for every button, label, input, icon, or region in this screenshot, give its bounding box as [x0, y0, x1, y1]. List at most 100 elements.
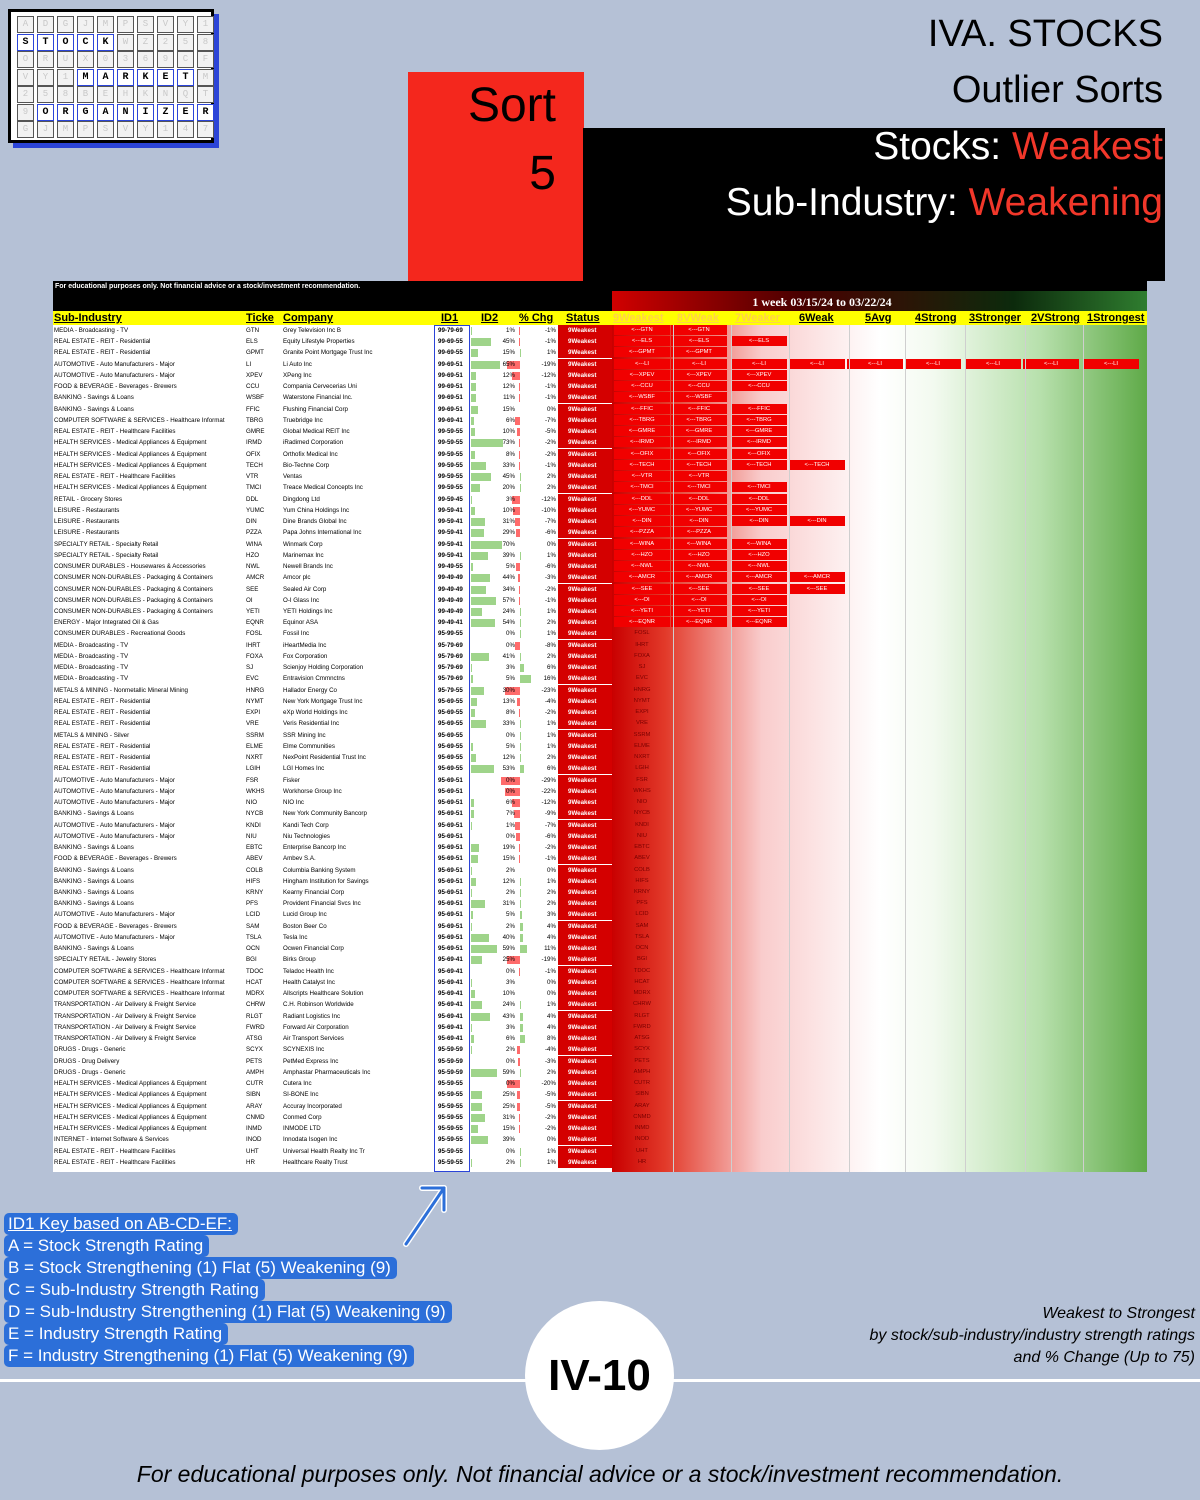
table-row[interactable]: BANKING - Savings & Loans COLB Columbia Ba… — [53, 864, 1147, 876]
table-row[interactable]: AUTOMOTIVE - Auto Manufacturers - Major L… — [53, 909, 1147, 921]
table-row[interactable]: BANKING - Savings & Loans PFS Provident Fi… — [53, 898, 1147, 910]
table-row[interactable]: LEISURE - Restaurants DIN Dine Brands Glob… — [53, 516, 1147, 528]
column-header[interactable]: Status — [566, 312, 600, 324]
column-header[interactable]: 6Weak — [799, 312, 834, 324]
table-row[interactable]: BANKING - Savings & Loans OCN Ocwen Financ… — [53, 943, 1147, 955]
column-header[interactable]: 9Weakest — [613, 312, 664, 324]
table-row[interactable]: AUTOMOTIVE - Auto Manufacturers - Major N… — [53, 797, 1147, 809]
table-row[interactable]: REAL ESTATE - REIT - Residential ELME Elme… — [53, 740, 1147, 752]
table-row[interactable]: AUTOMOTIVE - Auto Manufacturers - Major N… — [53, 830, 1147, 842]
table-row[interactable]: COMPUTER SOFTWARE & SERVICES - Healthcar… — [53, 965, 1147, 977]
table-row[interactable]: AUTOMOTIVE - Auto Manufacturers - Major K… — [53, 819, 1147, 831]
table-row[interactable]: REAL ESTATE - REIT - Residential NXRT NexP… — [53, 752, 1147, 764]
column-header[interactable]: 2VStrong — [1031, 312, 1080, 324]
table-row[interactable]: BANKING - Savings & Loans FFIC Flushing Fi… — [53, 403, 1147, 415]
table-row[interactable]: TRANSPORTATION - Air Delivery & Freight … — [53, 999, 1147, 1011]
table-row[interactable]: BANKING - Savings & Loans WSBF Waterstone … — [53, 392, 1147, 404]
column-header[interactable]: ID2 — [481, 312, 499, 324]
table-row[interactable]: MEDIA - Broadcasting - TV FOXA Fox Corpora… — [53, 650, 1147, 662]
table-row[interactable]: ENERGY - Major Integrated Oil & Gas EQNR E… — [53, 617, 1147, 629]
column-header[interactable]: % Chg — [519, 312, 554, 324]
strength-arrow: <---FFIC — [731, 403, 787, 414]
table-row[interactable]: CONSUMER NON-DURABLES - Packaging & Cont… — [53, 606, 1147, 617]
table-row[interactable]: MEDIA - Broadcasting - TV GTN Grey Televis… — [53, 325, 1147, 336]
table-row[interactable]: HEALTH SERVICES - Medical Appliances & E… — [53, 1100, 1147, 1112]
column-header[interactable]: Sub-Industry — [54, 312, 122, 324]
table-row[interactable]: LEISURE - Restaurants PZZA Papa Johns Inte… — [53, 527, 1147, 539]
table-row[interactable]: RETAIL - Grocery Stores DDL Dingdong Ltd 99… — [53, 493, 1147, 505]
table-row[interactable]: DRUGS - Drug Delivery PETS PetMed Express … — [53, 1055, 1147, 1067]
table-row[interactable]: REAL ESTATE - REIT - Residential EXPI eXp … — [53, 707, 1147, 719]
table-row[interactable]: TRANSPORTATION - Air Delivery & Freight … — [53, 1021, 1147, 1033]
pct-change-cell: 1% — [547, 630, 556, 638]
table-row[interactable]: BANKING - Savings & Loans NYCB New York Co… — [53, 808, 1147, 820]
table-row[interactable]: AUTOMOTIVE - Auto Manufacturers - Major W… — [53, 785, 1147, 797]
table-row[interactable]: DRUGS - Drugs - Generic AMPH Amphastar Pha… — [53, 1066, 1147, 1078]
table-row[interactable]: BANKING - Savings & Loans HIFS Hingham Ins… — [53, 875, 1147, 887]
column-header[interactable]: 1Strongest — [1087, 312, 1145, 324]
table-row[interactable]: AUTOMOTIVE - Auto Manufacturers - Major L… — [53, 358, 1147, 370]
table-row[interactable]: AUTOMOTIVE - Auto Manufacturers - Major T… — [53, 931, 1147, 943]
table-row[interactable]: METALS & MINING - Silver SSRM SSR Mining I… — [53, 729, 1147, 741]
table-row[interactable]: HEALTH SERVICES - Medical Appliances & E… — [53, 1078, 1147, 1090]
table-row[interactable]: HEALTH SERVICES - Medical Appliances & E… — [53, 448, 1147, 460]
table-row[interactable]: REAL ESTATE - REIT - Healthcare Faciliti… — [53, 1156, 1147, 1168]
table-row[interactable]: CONSUMER NON-DURABLES - Packaging & Cont… — [53, 594, 1147, 606]
column-header[interactable]: 8VWeak — [677, 312, 719, 324]
table-row[interactable]: REAL ESTATE - REIT - Residential LGIH LGI … — [53, 763, 1147, 775]
strength-arrow: <---YETI — [614, 606, 670, 616]
table-row[interactable]: INTERNET - Internet Software & Services I… — [53, 1134, 1147, 1146]
table-row[interactable]: REAL ESTATE - REIT - Residential VRE Veris… — [53, 718, 1147, 730]
status-cell: 9Weakest — [558, 887, 612, 898]
column-header[interactable]: Ticke — [246, 312, 274, 324]
table-row[interactable]: LEISURE - Restaurants YUMC Yum China Holdi… — [53, 504, 1147, 516]
table-row[interactable]: MEDIA - Broadcasting - TV IHRT iHeartMedia… — [53, 639, 1147, 651]
table-row[interactable]: SPECIALTY RETAIL - Specialty Retail WINA W… — [53, 538, 1147, 550]
table-row[interactable]: HEALTH SERVICES - Medical Appliances & E… — [53, 437, 1147, 449]
table-row[interactable]: SPECIALTY RETAIL - Jewelry Stores BGI Birk… — [53, 954, 1147, 966]
table-row[interactable]: CONSUMER NON-DURABLES - Packaging & Cont… — [53, 583, 1147, 595]
table-row[interactable]: COMPUTER SOFTWARE & SERVICES - Healthcar… — [53, 988, 1147, 1000]
pct-change-cell: -9% — [544, 810, 556, 818]
id2-cell: 0% — [506, 641, 515, 649]
table-row[interactable]: BANKING - Savings & Loans KRNY Kearny Fina… — [53, 887, 1147, 898]
status-cell: 9Weakest — [558, 774, 612, 786]
table-row[interactable]: SPECIALTY RETAIL - Specialty Retail HZO Ma… — [53, 549, 1147, 561]
table-row[interactable]: FOOD & BEVERAGE - Beverages - Brewers SAM… — [53, 920, 1147, 932]
table-row[interactable]: MEDIA - Broadcasting - TV SJ Scienjoy Hold… — [53, 662, 1147, 674]
table-row[interactable]: CONSUMER DURABLES - Housewares & Accesso… — [53, 561, 1147, 573]
table-row[interactable]: COMPUTER SOFTWARE & SERVICES - Healthcar… — [53, 976, 1147, 988]
table-row[interactable]: REAL ESTATE - REIT - Healthcare Faciliti… — [53, 426, 1147, 438]
column-header[interactable]: 3Stronger — [969, 312, 1021, 324]
table-row[interactable]: MEDIA - Broadcasting - TV EVC Entravision … — [53, 673, 1147, 685]
table-row[interactable]: HEALTH SERVICES - Medical Appliances & E… — [53, 482, 1147, 494]
table-row[interactable]: FOOD & BEVERAGE - Beverages - Brewers ABE… — [53, 853, 1147, 865]
table-row[interactable]: REAL ESTATE - REIT - Healthcare Faciliti… — [53, 471, 1147, 483]
table-row[interactable]: HEALTH SERVICES - Medical Appliances & E… — [53, 1111, 1147, 1123]
table-row[interactable]: REAL ESTATE - REIT - Residential GPMT Gran… — [53, 347, 1147, 359]
table-row[interactable]: METALS & MINING - Nonmetallic Mineral Mi… — [53, 684, 1147, 696]
table-row[interactable]: AUTOMOTIVE - Auto Manufacturers - Major F… — [53, 774, 1147, 786]
column-header[interactable]: ID1 — [441, 312, 459, 324]
table-row[interactable]: COMPUTER SOFTWARE & SERVICES - Healthcar… — [53, 414, 1147, 426]
table-row[interactable]: REAL ESTATE - REIT - Residential NYMT New … — [53, 695, 1147, 707]
table-row[interactable]: FOOD & BEVERAGE - Beverages - Brewers CCU… — [53, 381, 1147, 393]
table-row[interactable]: HEALTH SERVICES - Medical Appliances & E… — [53, 1123, 1147, 1135]
table-row[interactable]: CONSUMER NON-DURABLES - Packaging & Cont… — [53, 572, 1147, 584]
table-row[interactable]: CONSUMER DURABLES - Recreational Goods FO… — [53, 628, 1147, 640]
table-row[interactable]: TRANSPORTATION - Air Delivery & Freight … — [53, 1010, 1147, 1022]
table-row[interactable]: HEALTH SERVICES - Medical Appliances & E… — [53, 1089, 1147, 1101]
table-row[interactable]: DRUGS - Drugs - Generic SCYX SCYNEXIS Inc 9… — [53, 1044, 1147, 1056]
table-row[interactable]: HEALTH SERVICES - Medical Appliances & E… — [53, 459, 1147, 471]
strength-ticker: SIBN — [635, 1091, 649, 1098]
table-row[interactable]: AUTOMOTIVE - Auto Manufacturers - Major X… — [53, 369, 1147, 381]
table-row[interactable]: REAL ESTATE - REIT - Residential ELS Equit… — [53, 336, 1147, 348]
table-row[interactable]: TRANSPORTATION - Air Delivery & Freight … — [53, 1033, 1147, 1045]
column-header[interactable]: 7Weaker — [735, 312, 781, 324]
id2-cell: 65% — [502, 360, 515, 368]
table-row[interactable]: BANKING - Savings & Loans EBTC Enterprise … — [53, 842, 1147, 854]
column-header[interactable]: 4Strong — [915, 312, 957, 324]
column-header[interactable]: 5Avg — [865, 312, 892, 324]
table-row[interactable]: REAL ESTATE - REIT - Healthcare Faciliti… — [53, 1145, 1147, 1157]
column-header[interactable]: Company — [283, 312, 334, 324]
